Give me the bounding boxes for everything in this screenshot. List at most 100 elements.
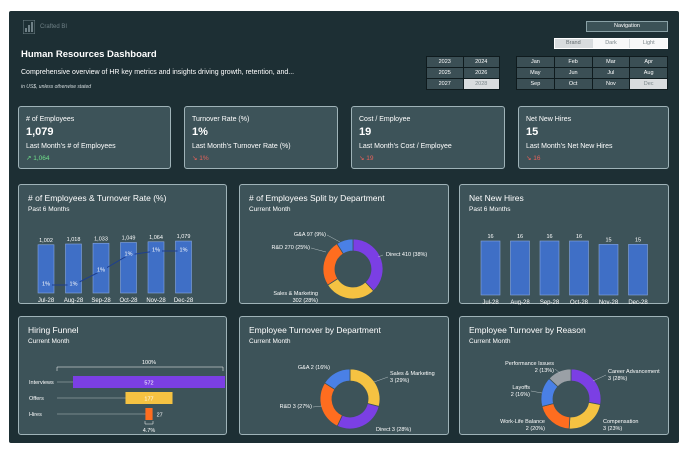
chart-subtitle: Current Month xyxy=(249,206,291,213)
turnover-rate-label: 1% xyxy=(70,282,78,288)
slice-label: Work-Life Balance xyxy=(500,419,545,425)
slice-label: 302 (28%) xyxy=(293,298,319,304)
bar xyxy=(628,244,648,296)
donut-slice xyxy=(568,401,601,430)
turnover-label-bg xyxy=(122,249,135,257)
funnel-stage-label: Offers xyxy=(29,396,44,402)
theme-light-button[interactable]: Light xyxy=(630,39,668,48)
kpi-label: Cost / Employee xyxy=(359,116,411,123)
navigation-button[interactable]: Navigation xyxy=(586,21,668,32)
bar-value-label: 15 xyxy=(605,237,611,243)
label-connector xyxy=(530,390,543,394)
bar xyxy=(147,241,165,294)
donut-slice xyxy=(570,368,602,406)
slice-label: Compensation xyxy=(603,419,638,425)
chart-title: # of Employees Split by Department xyxy=(249,193,385,203)
chart-card-turnover-reason: Employee Turnover by Reason Current Mont… xyxy=(459,316,669,435)
kpi-comparison-label: Last Month's # of Employees xyxy=(26,143,116,150)
donut-slice xyxy=(548,368,572,388)
month-option[interactable]: Mar xyxy=(592,57,630,67)
donut-slice xyxy=(541,402,571,430)
slice-label: Career Advancement xyxy=(608,369,660,375)
funnel-top-label: 100% xyxy=(142,360,156,366)
slice-label: Layoffs xyxy=(512,385,530,391)
label-connector xyxy=(373,376,389,383)
donut-slice xyxy=(336,402,380,430)
bar-value-label: 16 xyxy=(517,234,523,240)
kpi-card-net-new-hires: Net New Hires 15 Last Month's Net New Hi… xyxy=(518,106,669,169)
bar-value-label: 16 xyxy=(546,234,552,240)
theme-switcher: Brand Dark Light xyxy=(554,38,668,49)
month-option[interactable]: Jan xyxy=(517,57,554,67)
year-selector: 2023 2024 2025 2026 2027 2028 xyxy=(426,56,500,90)
kpi-label: # of Employees xyxy=(26,116,75,123)
label-connector xyxy=(326,234,341,243)
slice-label: 3 (23%) xyxy=(603,426,622,432)
month-option[interactable]: Nov xyxy=(592,79,630,89)
year-option-selected[interactable]: 2028 xyxy=(463,79,499,89)
kpi-card-cost-per-employee: Cost / Employee 19 Last Month's Cost / E… xyxy=(351,106,505,169)
bar-value-label: 1,018 xyxy=(67,237,81,243)
slice-label: 3 (29%) xyxy=(390,378,409,384)
label-connector xyxy=(592,374,607,382)
month-option[interactable]: Feb xyxy=(554,57,592,67)
kpi-comparison-label: Last Month's Net New Hires xyxy=(526,143,613,150)
label-connector xyxy=(312,405,323,408)
month-option[interactable]: Oct xyxy=(554,79,592,89)
month-option-selected[interactable]: Dec xyxy=(630,79,667,89)
funnel-bar xyxy=(73,376,225,388)
donut-slice xyxy=(352,238,384,292)
chart-subtitle: Past 6 Months xyxy=(469,206,511,213)
bar xyxy=(569,240,589,296)
kpi-label: Turnover Rate (%) xyxy=(192,116,250,123)
bar-value-label: 1,049 xyxy=(122,235,136,241)
year-option[interactable]: 2026 xyxy=(463,68,499,78)
turnover-label-bg xyxy=(177,245,190,253)
bar-value-label: 16 xyxy=(576,234,582,240)
bar-value-label: 15 xyxy=(635,237,641,243)
month-option[interactable]: May xyxy=(517,68,554,78)
year-option[interactable]: 2027 xyxy=(427,79,463,89)
bar xyxy=(175,240,192,294)
kpi-comparison-value: ↘ 1% xyxy=(192,155,209,162)
month-option[interactable]: Jun xyxy=(554,68,592,78)
funnel-bar xyxy=(125,392,173,404)
turnover-label-bg xyxy=(67,279,80,287)
currency-note: in US$, unless otherwise stated xyxy=(21,84,92,90)
x-tick-label: Aug-28 xyxy=(510,300,530,305)
bar xyxy=(510,240,530,296)
month-option[interactable]: Aug xyxy=(630,68,667,78)
chart-svg: 100% Interviews 572 Offers 177 Hires 27 4.7% xyxy=(29,360,225,434)
slice-label: Sales & Marketing xyxy=(390,371,435,377)
funnel-stage-label: Hires xyxy=(29,412,42,418)
kpi-label: Net New Hires xyxy=(526,116,572,123)
dashboard-frame: Crafted BI Human Resources Dashboard Com… xyxy=(9,11,679,443)
donut-slice xyxy=(319,382,343,427)
theme-dark-button[interactable]: Dark xyxy=(592,39,631,48)
kpi-value: 15 xyxy=(526,126,539,138)
chart-subtitle: Current Month xyxy=(249,338,291,345)
kpi-comparison-label: Last Month's Turnover Rate (%) xyxy=(192,143,291,150)
month-option[interactable]: Jul xyxy=(592,68,630,78)
turnover-rate-label: 1% xyxy=(125,252,133,258)
chart-subtitle: Past 6 Months xyxy=(28,206,70,213)
turnover-rate-label: 1% xyxy=(97,268,105,274)
x-tick-label: Jul-28 xyxy=(482,300,499,305)
chart-card-hiring-funnel: Hiring Funnel Current Month 100% Intervie… xyxy=(18,316,227,435)
slice-label: 2 (20%) xyxy=(526,426,545,432)
kpi-comparison-value: ↘ 19 xyxy=(359,155,374,162)
chart-card-employees-turnover: # of Employees & Turnover Rate (%) Past … xyxy=(18,184,227,304)
month-option[interactable]: Sep xyxy=(517,79,554,89)
year-option[interactable]: 2023 xyxy=(427,57,463,67)
slice-label: Performance Issues xyxy=(505,361,554,367)
month-option[interactable]: Apr xyxy=(630,57,667,67)
theme-brand-button[interactable]: Brand xyxy=(555,39,593,48)
bar-value-label: 1,064 xyxy=(149,235,163,241)
kpi-value: 1,079 xyxy=(26,126,54,138)
year-option[interactable]: 2025 xyxy=(427,68,463,78)
year-option[interactable]: 2024 xyxy=(463,57,499,67)
donut-slice xyxy=(322,243,344,286)
